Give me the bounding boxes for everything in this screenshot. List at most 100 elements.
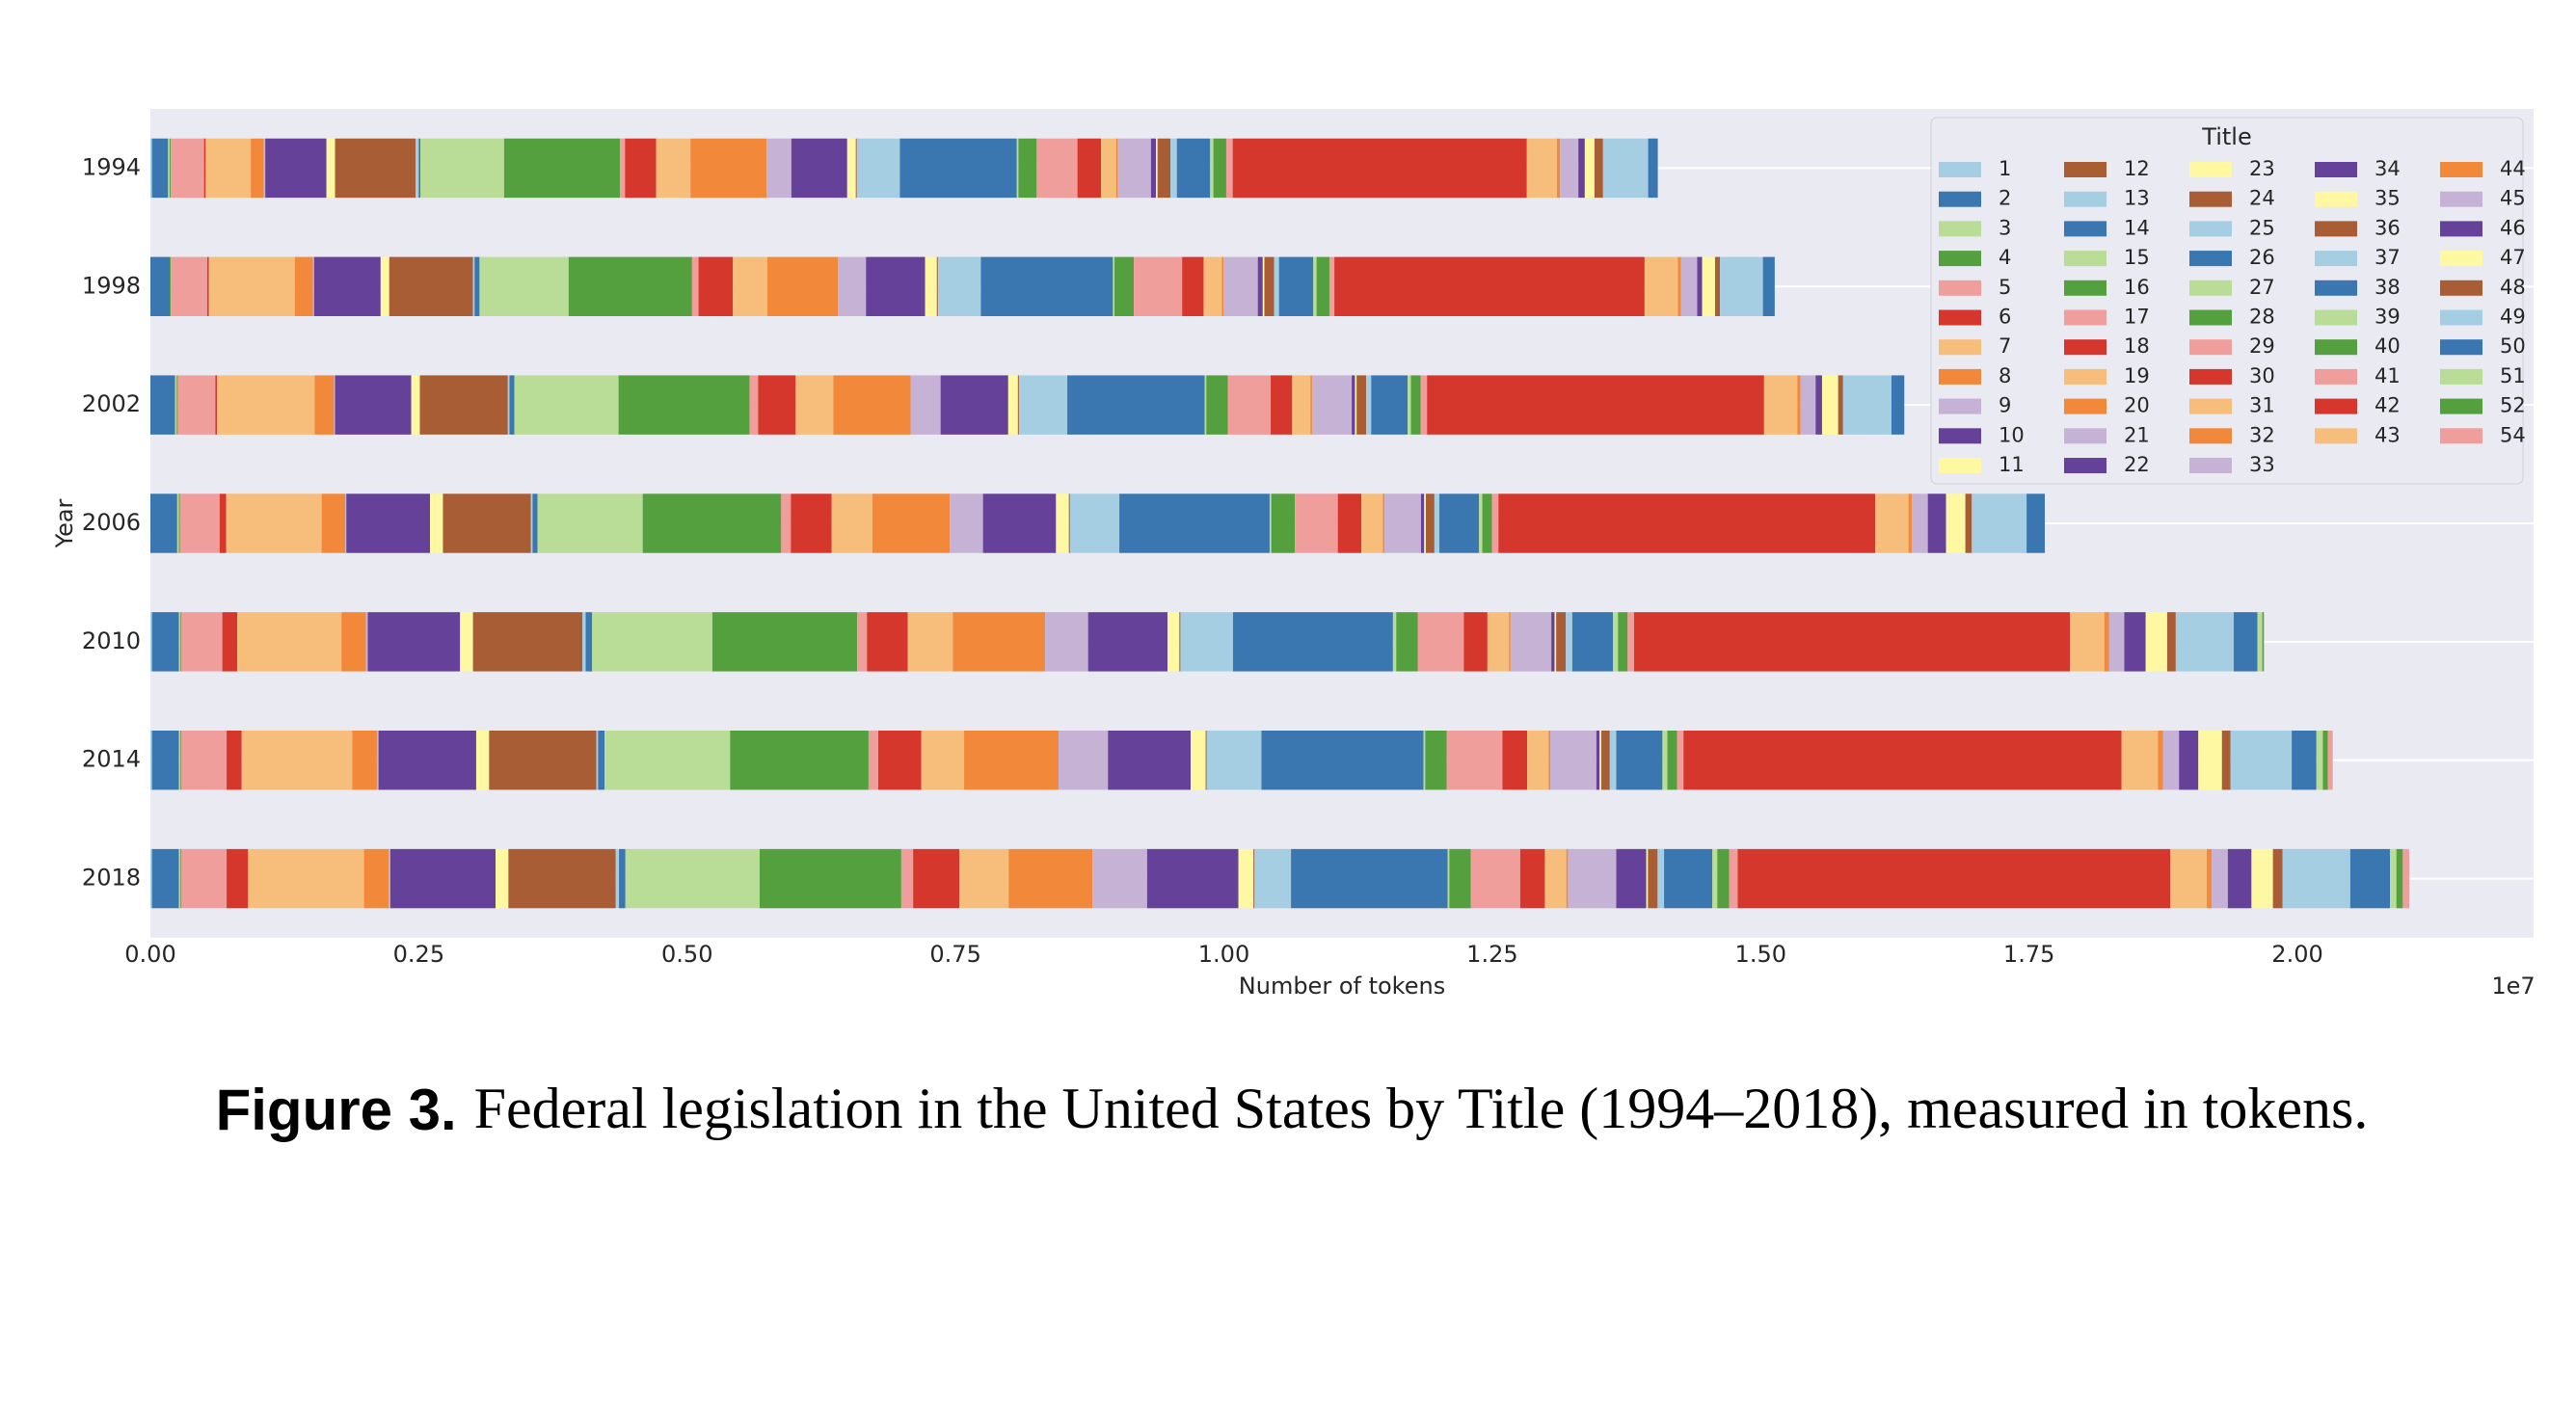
bar-segment [430, 493, 443, 553]
bar-segment [618, 375, 750, 435]
legend-swatch [2189, 428, 2232, 444]
bar-segment [1519, 848, 1545, 909]
bar-segment [389, 848, 390, 909]
bar-segment [1254, 848, 1292, 909]
legend-swatch [2189, 458, 2232, 473]
legend-swatch [2440, 309, 2482, 326]
legend-label: 44 [2500, 157, 2526, 180]
legend-swatch [1939, 280, 1981, 296]
bar-segment [443, 493, 531, 553]
bar-segment [1815, 375, 1822, 435]
bar-segment [1571, 612, 1614, 672]
legend-swatch [1939, 339, 1981, 356]
bar-segment [982, 493, 1057, 553]
bar-segment [2322, 731, 2328, 790]
bar-segment [1018, 375, 1068, 435]
bar-segment [150, 256, 171, 316]
bar-segment [168, 138, 171, 199]
bar-segment [1408, 375, 1411, 435]
legend-label: 3 [1999, 216, 2011, 239]
bar-segment [1157, 138, 1171, 199]
bar-segment [1313, 256, 1317, 316]
bar-segment [313, 256, 381, 316]
caption-text: Federal legislation in the United States… [474, 1077, 2369, 1140]
bar-segment [174, 375, 177, 435]
legend-swatch [2064, 368, 2106, 385]
bar-segment [625, 848, 760, 909]
bar-segment [1371, 375, 1409, 435]
legend-swatch [2315, 221, 2357, 237]
bar-segment [1657, 848, 1665, 909]
bar-segment [953, 612, 1046, 672]
bar-segment [1232, 138, 1527, 199]
bar-segment [2207, 848, 2213, 909]
bar-segment [1502, 731, 1528, 790]
bar-segment [2170, 848, 2208, 909]
bar-segment [1578, 138, 1585, 199]
bar-segment [1551, 612, 1555, 672]
bar-segment [1150, 138, 1157, 199]
bar-segment [1352, 375, 1355, 435]
bar-segment [1328, 256, 1335, 316]
bar-segment [1016, 138, 1019, 199]
bar-segment [1366, 375, 1372, 435]
bar-segment [730, 731, 869, 790]
x-tick-label: 1.25 [1466, 941, 1517, 968]
legend-swatch [2315, 398, 2357, 414]
bar-segment [474, 256, 480, 316]
legend-swatch [2064, 162, 2106, 177]
bar-segment [1487, 612, 1510, 672]
bar-segment [1223, 256, 1258, 316]
bar-segment [1616, 731, 1663, 790]
legend-label: 26 [2249, 246, 2275, 269]
bar-segment [181, 612, 223, 672]
bar-segment [596, 731, 599, 790]
bar-segment [1594, 138, 1603, 199]
bar-segment [178, 493, 180, 553]
legend: Title12345678910111213141516171819202122… [1930, 117, 2526, 485]
bar-segment [1425, 493, 1435, 553]
legend-label: 7 [1999, 334, 2011, 358]
legend-label: 52 [2500, 394, 2526, 417]
bar-segment [2262, 612, 2265, 672]
bar-segment [791, 138, 847, 199]
bar-segment [1269, 493, 1272, 553]
bar-segment [907, 612, 953, 672]
bar-segment [150, 731, 152, 790]
bar-segment [2316, 731, 2323, 790]
bar-segment [1491, 493, 1499, 553]
bar-segment [1206, 375, 1228, 435]
bar-segment [495, 848, 509, 909]
legend-label: 2 [1999, 187, 2011, 210]
legend-swatch [2315, 428, 2357, 444]
bar-segment [1420, 493, 1425, 553]
bar-segment [1644, 256, 1678, 316]
bar-segment [180, 848, 182, 909]
bar-segment [1510, 612, 1552, 672]
bar-segment [150, 375, 175, 435]
bar-segment [1274, 256, 1279, 316]
bar-segment [1438, 493, 1480, 553]
x-tick-label: 0.25 [393, 941, 444, 968]
legend-label: 47 [2500, 246, 2526, 269]
bar-segment [1556, 612, 1567, 672]
bar-segment [1337, 493, 1362, 553]
legend-swatch [2189, 280, 2232, 296]
x-tick-label: 1.00 [1198, 941, 1249, 968]
bar-segment [1600, 731, 1610, 790]
bar-segment [1556, 138, 1561, 199]
bars [150, 138, 2410, 909]
bar-segment [1203, 256, 1222, 316]
bar-segment [1167, 612, 1180, 672]
legend-swatch [2315, 162, 2357, 177]
bar-segment [420, 138, 504, 199]
bar-segment [380, 256, 389, 316]
legend-label: 8 [1999, 364, 2011, 387]
legend-label: 5 [1999, 276, 2011, 299]
bar-segment [1204, 375, 1207, 435]
bar-segment [363, 848, 389, 909]
legend-swatch [2064, 458, 2106, 473]
bar-segment [1662, 731, 1668, 790]
bar-segment [766, 256, 839, 316]
bar-segment [376, 731, 379, 790]
